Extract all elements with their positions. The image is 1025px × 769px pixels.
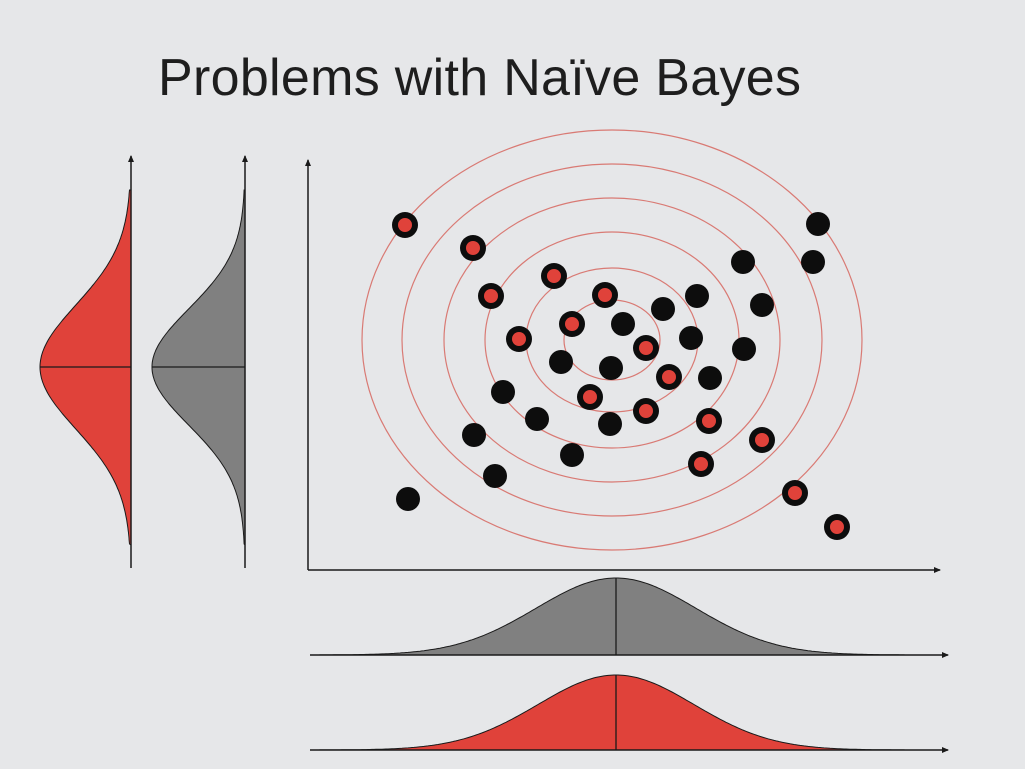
black-class-point: [396, 487, 420, 511]
gray-horizontal-density: [319, 577, 906, 656]
contour-ring: [401, 163, 823, 517]
black-class-point: [679, 326, 703, 350]
gray-vertical-marginal: [151, 155, 248, 568]
red-horizontal-marginal: [310, 674, 949, 753]
red-class-point: [478, 283, 504, 309]
red-class-point: [696, 408, 722, 434]
contour-ring: [361, 129, 863, 551]
black-class-point: [611, 312, 635, 336]
red-horizontal-density: [319, 674, 906, 751]
black-class-point: [801, 250, 825, 274]
scatter-axes: [305, 159, 941, 573]
red-class-point: [782, 480, 808, 506]
black-class-point: [549, 350, 573, 374]
red-class-point: [577, 384, 603, 410]
joint-density-contours: [361, 129, 863, 551]
red-class-point: [633, 398, 659, 424]
red-class-point: [506, 326, 532, 352]
black-class-point: [698, 366, 722, 390]
red-class-point: [460, 235, 486, 261]
red-class-point: [633, 335, 659, 361]
red-class-point: [592, 282, 618, 308]
contour-ring: [443, 197, 781, 483]
black-class-point: [462, 423, 486, 447]
black-class-point: [599, 356, 623, 380]
black-class-point: [483, 464, 507, 488]
red-class-point: [392, 212, 418, 238]
red-class-point: [749, 427, 775, 453]
black-class-point: [651, 297, 675, 321]
slide-title: Problems with Naïve Bayes: [158, 49, 802, 107]
black-class-point: [525, 407, 549, 431]
black-class-point: [560, 443, 584, 467]
red-class-point: [559, 311, 585, 337]
red-class-point: [541, 263, 567, 289]
red-vertical-marginal: [39, 155, 134, 568]
black-class-point: [806, 212, 830, 236]
gray-horizontal-marginal: [310, 577, 949, 658]
black-class-point: [598, 412, 622, 436]
black-class-point: [750, 293, 774, 317]
black-class-point: [731, 250, 755, 274]
red-class-point: [688, 451, 714, 477]
black-class-point: [491, 380, 515, 404]
red-class-point: [656, 364, 682, 390]
red-class-point: [824, 514, 850, 540]
black-class-point: [685, 284, 709, 308]
scatter-points: [392, 212, 850, 540]
black-class-point: [732, 337, 756, 361]
